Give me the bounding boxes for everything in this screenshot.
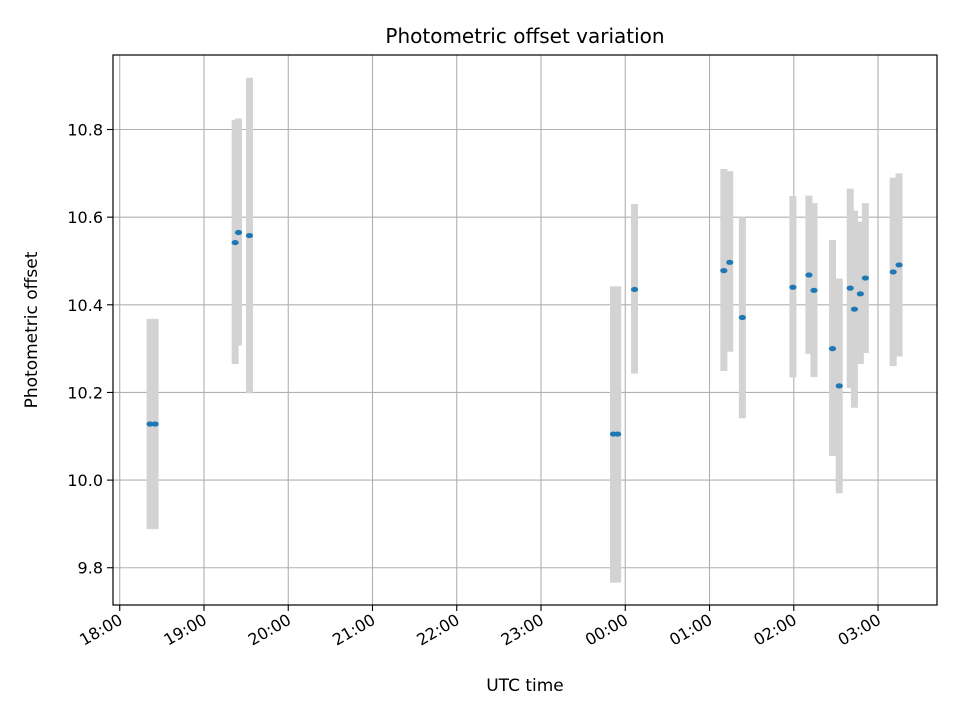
data-point (245, 232, 254, 239)
data-point (835, 383, 843, 389)
data-point (146, 421, 154, 427)
data-point (630, 286, 639, 293)
data-point (151, 421, 159, 427)
data-point (895, 262, 903, 268)
data-point (856, 291, 864, 297)
data-point (614, 431, 622, 437)
y-tick-label: 10.6 (67, 208, 103, 227)
data-point (234, 229, 243, 236)
data-point (861, 275, 869, 281)
y-tick-label: 9.8 (78, 559, 103, 578)
data-point (720, 268, 728, 274)
data-point (889, 269, 897, 275)
data-point (231, 239, 239, 246)
y-axis-ticks: 9.8 10.0 10.2 10.4 10.6 10.8 (67, 121, 113, 578)
data-point (738, 314, 746, 321)
data-point (828, 346, 837, 352)
y-tick-label: 10.4 (67, 296, 103, 315)
y-tick-label: 10.0 (67, 471, 103, 490)
data-point (810, 287, 818, 293)
data-point (726, 259, 734, 265)
data-point (846, 285, 854, 291)
y-axis-title: Photometric offset (22, 251, 42, 408)
y-tick-label: 10.8 (67, 121, 103, 140)
y-tick-label: 10.2 (67, 383, 103, 402)
chart-title: Photometric offset variation (385, 24, 664, 48)
data-point (850, 306, 859, 312)
data-point (805, 272, 813, 278)
data-points (146, 229, 903, 437)
plot-frame (112, 54, 938, 606)
x-axis-title: UTC time (486, 676, 564, 696)
data-point (789, 284, 797, 290)
